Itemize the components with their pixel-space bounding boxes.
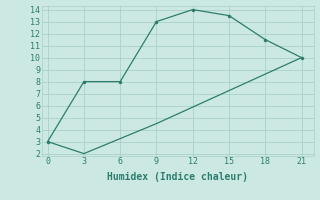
X-axis label: Humidex (Indice chaleur): Humidex (Indice chaleur) xyxy=(107,172,248,182)
